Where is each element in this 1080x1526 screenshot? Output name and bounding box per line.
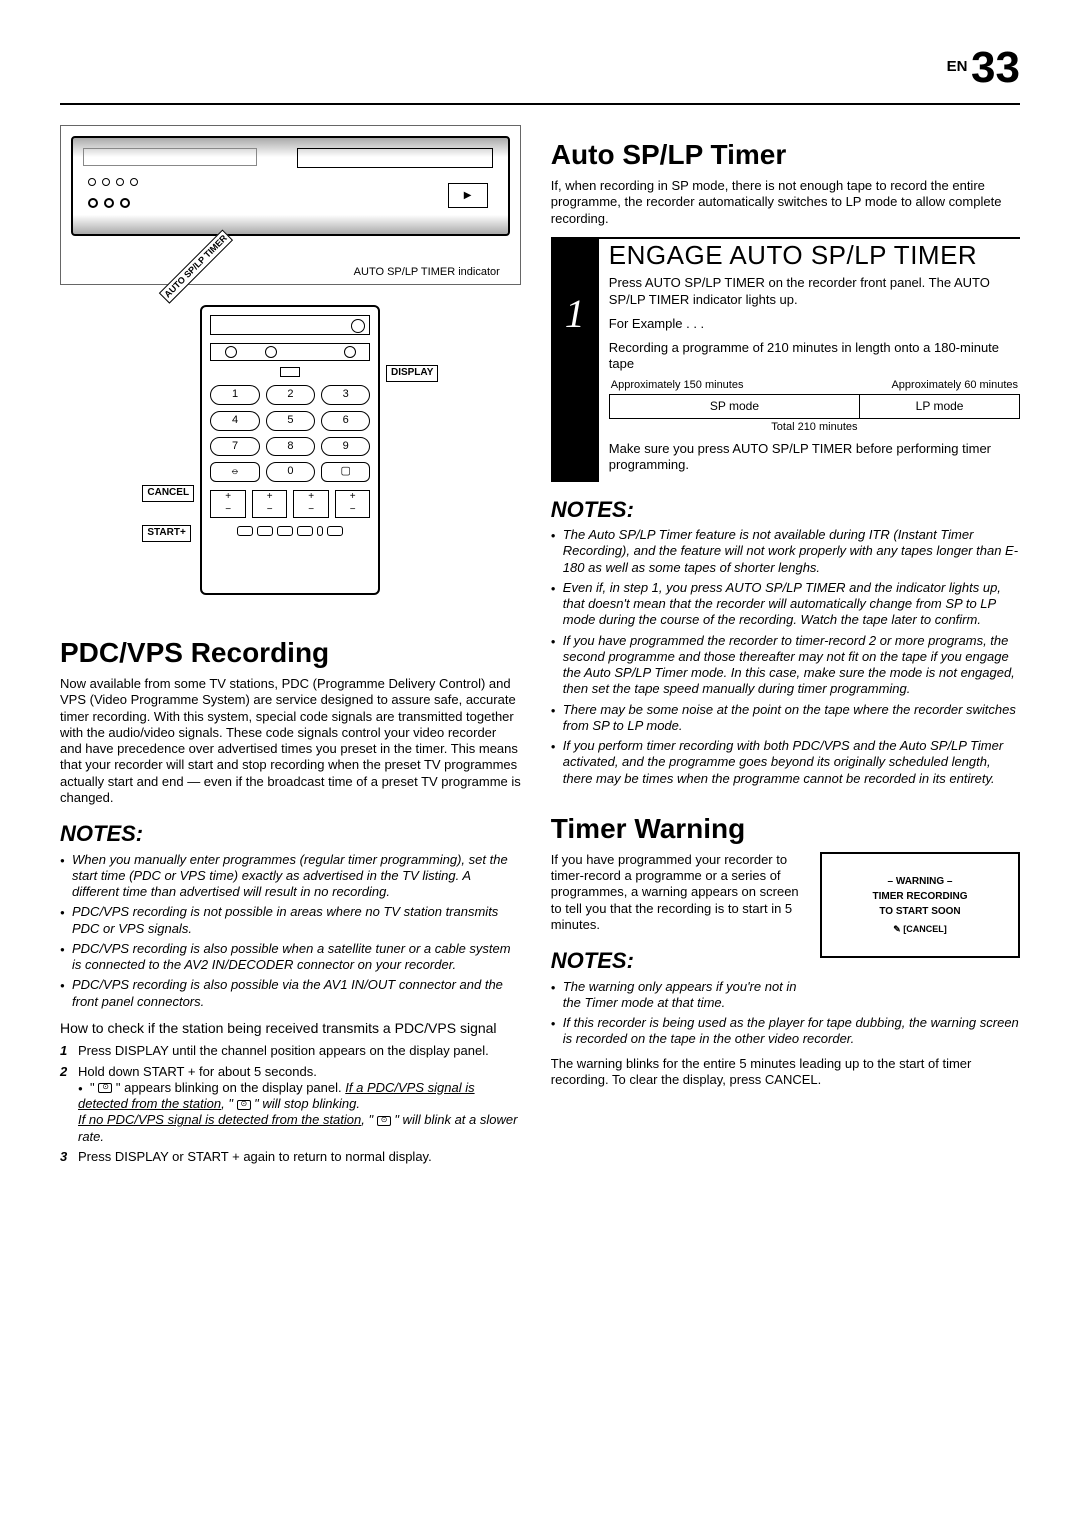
step-number: 1: [551, 239, 599, 482]
remote-keypad: 1 2 3 4 5 6 7 8 9 ⦵ 0 ▢: [210, 385, 370, 482]
autosp-intro: If, when recording in SP mode, there is …: [551, 178, 1020, 227]
step-title: ENGAGE AUTO SP/LP TIMER: [609, 239, 1020, 272]
mode-table: Approximately 150 minutes Approximately …: [609, 377, 1020, 438]
page-number: 33: [971, 43, 1020, 92]
pdc-notes-heading: NOTES:: [60, 820, 521, 848]
display-label: DISPLAY: [386, 365, 438, 382]
autosp-notes-heading: NOTES:: [551, 496, 1020, 524]
vcr-diagram: AUTO SP/LP TIMER AUTO SP/LP TIMER indica…: [60, 125, 521, 285]
pdc-heading: PDC/VPS Recording: [60, 635, 521, 670]
pdc-howto: How to check if the station being receiv…: [60, 1020, 521, 1038]
remote-diagram: 1 2 3 4 5 6 7 8 9 ⦵ 0 ▢ +− +− +−: [60, 305, 521, 605]
pdc-steps: 1Press DISPLAY until the channel positio…: [60, 1043, 521, 1165]
diagram-button-label: AUTO SP/LP TIMER: [159, 229, 234, 304]
timerwarn-intro: If you have programmed your recorder to …: [551, 852, 804, 933]
clock-icon: [377, 1116, 391, 1126]
timerwarn-notes-list-2: If this recorder is being used as the pl…: [551, 1015, 1020, 1048]
pdc-notes-list: When you manually enter programmes (regu…: [60, 852, 521, 1010]
autosp-heading: Auto SP/LP Timer: [551, 137, 1020, 172]
autosp-notes-list: The Auto SP/LP Timer feature is not avai…: [551, 527, 1020, 787]
indicator-label: AUTO SP/LP TIMER indicator: [354, 266, 500, 280]
timerwarn-notes-heading: NOTES:: [551, 947, 804, 975]
pdc-intro: Now available from some TV stations, PDC…: [60, 676, 521, 806]
cancel-label: CANCEL: [142, 485, 194, 502]
page-header: EN 33: [60, 40, 1020, 105]
clock-icon: [98, 1083, 112, 1093]
timerwarn-outro: The warning blinks for the entire 5 minu…: [551, 1056, 1020, 1089]
timerwarn-notes-list: The warning only appears if you're not i…: [551, 979, 804, 1012]
start-label: START+: [142, 525, 190, 542]
timerwarn-heading: Timer Warning: [551, 811, 1020, 846]
step-block: 1 ENGAGE AUTO SP/LP TIMER Press AUTO SP/…: [551, 239, 1020, 482]
clock-icon: [237, 1100, 251, 1110]
warning-box: – WARNING – TIMER RECORDING TO START SOO…: [820, 852, 1020, 959]
page-lang: EN: [947, 58, 968, 75]
